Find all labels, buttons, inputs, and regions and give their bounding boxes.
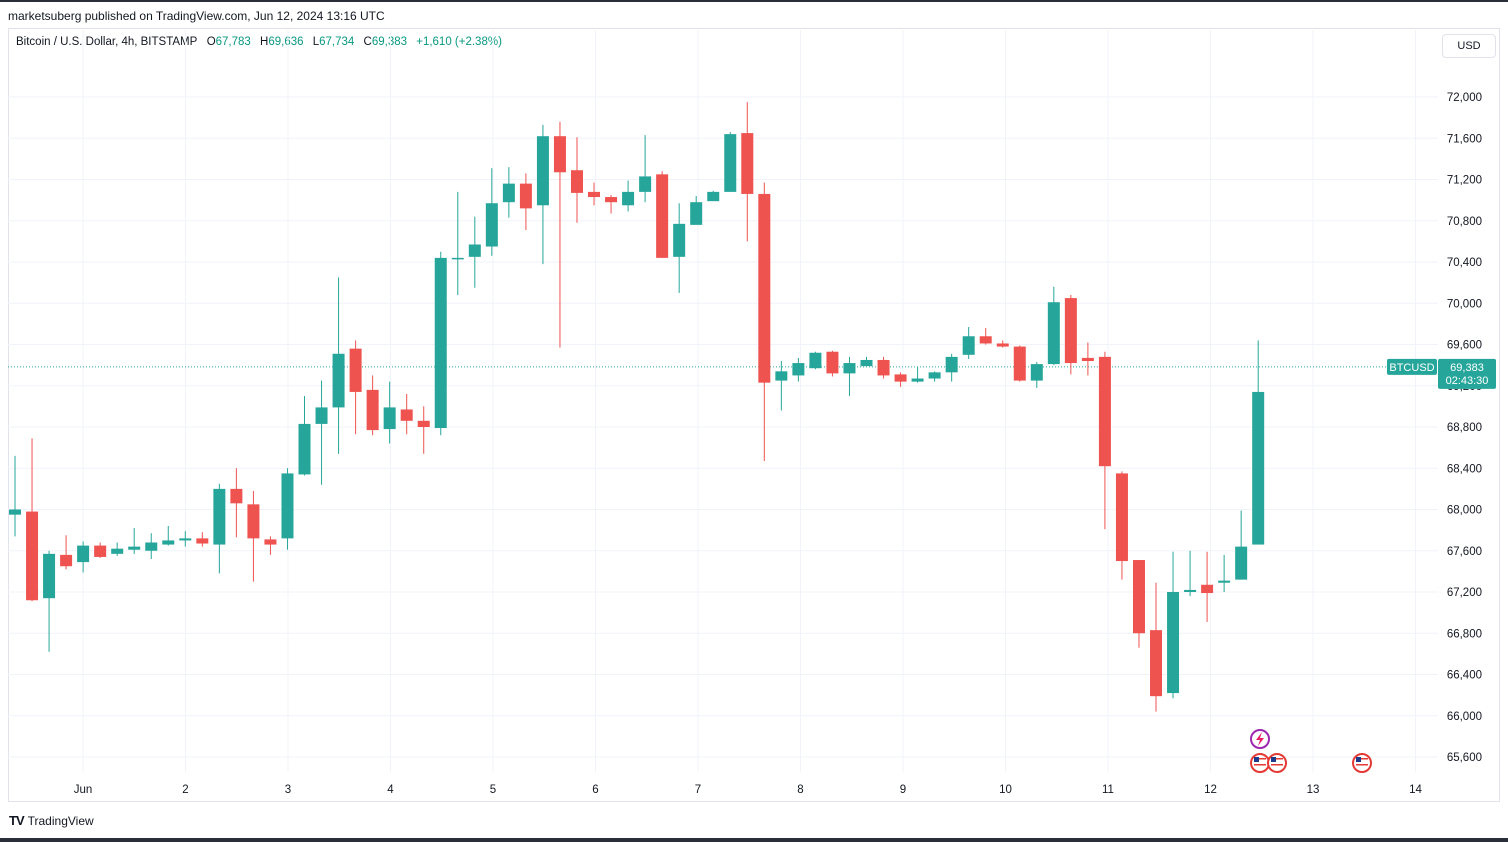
- high-value: 69,636: [268, 36, 304, 48]
- top-border: [0, 0, 1508, 2]
- tradingview-brand: TV TradingView: [9, 813, 94, 828]
- low-label: L: [312, 36, 320, 48]
- high-label: H: [260, 36, 269, 48]
- currency-button[interactable]: USD: [1442, 34, 1496, 58]
- open-value: 67,783: [215, 36, 251, 48]
- publisher-line: marketsuberg published on TradingView.co…: [8, 9, 385, 23]
- tradingview-logo-icon: TV: [9, 813, 25, 828]
- close-value: 69,383: [371, 36, 408, 48]
- chart-frame: [8, 28, 1500, 802]
- close-label: C: [363, 36, 372, 48]
- symbol-name[interactable]: Bitcoin / U.S. Dollar, 4h, BITSTAMP: [16, 36, 198, 48]
- brand-name: TradingView: [27, 813, 94, 828]
- symbol-legend: Bitcoin / U.S. Dollar, 4h, BITSTAMP O67,…: [16, 36, 508, 48]
- change-value: +1,610 (+2.38%): [416, 36, 502, 48]
- low-value: 67,734: [319, 36, 355, 48]
- bottom-border: [0, 838, 1508, 842]
- open-label: O: [206, 36, 216, 48]
